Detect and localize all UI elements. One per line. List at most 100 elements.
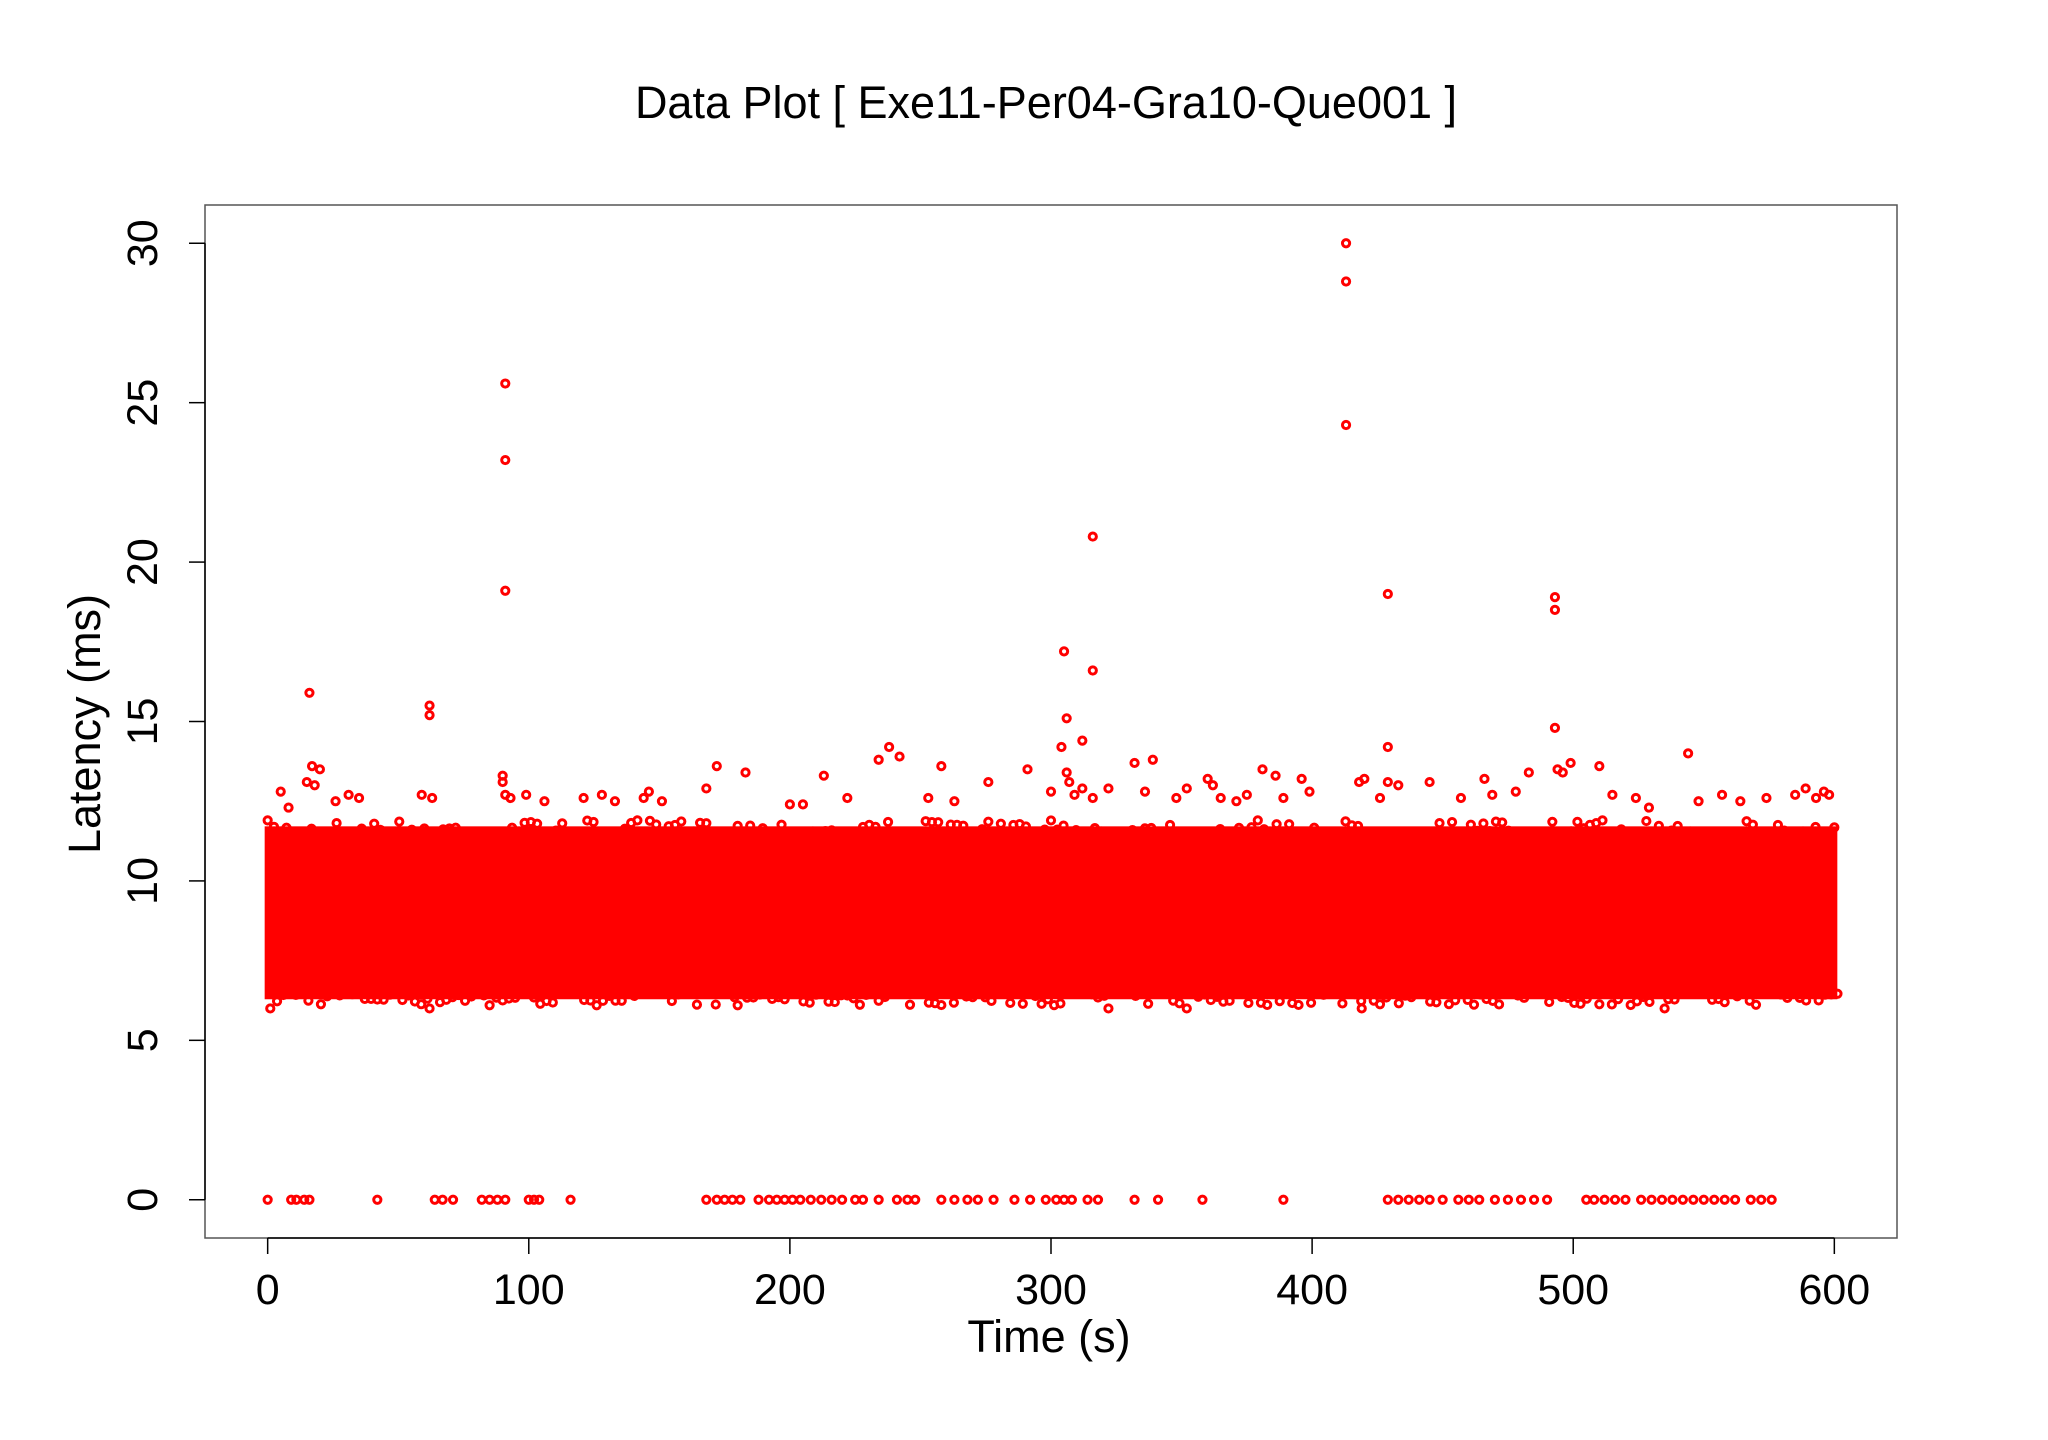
band-edge-point <box>810 989 822 1000</box>
data-point <box>1667 1194 1678 1205</box>
band-edge-point <box>1011 988 1022 999</box>
band-edge-point <box>397 994 408 1006</box>
data-point <box>1523 767 1534 778</box>
data-point <box>309 780 320 791</box>
data-point <box>936 1194 947 1205</box>
band-edge-point <box>973 985 985 996</box>
data-point <box>523 1194 534 1205</box>
band-edge-point <box>575 832 587 843</box>
band-edge-point <box>1801 995 1812 1006</box>
band-edge-point <box>701 818 712 829</box>
band-edge-point <box>1738 984 1749 995</box>
data-point <box>891 1194 903 1205</box>
band-edge-point <box>854 999 865 1010</box>
data-point <box>1542 1194 1553 1205</box>
band-edge-point <box>1293 999 1304 1011</box>
data-point <box>500 585 511 596</box>
data-point <box>1340 238 1352 249</box>
band-edge-point <box>450 822 461 833</box>
band-edge-point <box>485 986 496 998</box>
band-edge-point <box>1669 994 1680 1005</box>
data-point <box>1766 1194 1777 1205</box>
band-edge-point <box>375 824 386 835</box>
band-edge-point <box>1136 981 1147 992</box>
band-edge-point <box>1475 989 1486 1000</box>
band-edge-point <box>1672 820 1683 832</box>
band-edge-point <box>1277 836 1288 847</box>
data-point <box>1278 1194 1289 1205</box>
band-edge-point <box>347 989 358 1000</box>
band-edge-point <box>1581 993 1592 1004</box>
data-point <box>1549 604 1561 616</box>
band-edge-point <box>1484 825 1495 837</box>
data-point <box>1040 1194 1051 1205</box>
band-edge-point <box>331 817 342 829</box>
data-point <box>534 1194 545 1205</box>
band-edge-point <box>839 827 850 838</box>
data-point <box>1304 786 1315 797</box>
band-edge-point <box>1459 836 1470 847</box>
data-point <box>1340 419 1352 431</box>
band-edge-point <box>281 822 292 833</box>
data-point <box>1643 802 1655 813</box>
band-edge-point <box>751 835 762 846</box>
band-edge-point <box>1428 831 1439 842</box>
data-point <box>1424 776 1435 788</box>
data-point <box>949 1194 960 1205</box>
x-tick-label: 0 <box>256 1266 280 1314</box>
band-edge-point <box>394 816 405 827</box>
band-edge-point <box>914 831 925 842</box>
data-point <box>1393 780 1404 791</box>
data-point <box>1800 783 1811 794</box>
data-point <box>779 1194 790 1205</box>
band-edge-point <box>528 992 540 1003</box>
data-point <box>1215 792 1226 804</box>
band-edge-point <box>412 835 424 846</box>
data-point <box>1064 776 1075 788</box>
data-point <box>437 1194 448 1205</box>
data-point <box>1077 783 1088 794</box>
band-edge-point <box>1161 985 1173 996</box>
band-edge-point <box>654 981 665 992</box>
band-edge-point <box>879 991 891 1003</box>
x-tick-label: 100 <box>493 1266 565 1314</box>
band-edge-point <box>1243 997 1254 1009</box>
band-edge-point <box>998 982 1010 993</box>
data-point <box>701 1194 712 1205</box>
band-edge-point <box>814 832 825 843</box>
band-edge-point <box>572 982 583 993</box>
band-edge-point <box>970 830 981 841</box>
data-point <box>1557 767 1568 778</box>
band-edge-point <box>1804 830 1815 842</box>
band-edge-point <box>1613 994 1624 1005</box>
data-point <box>343 789 354 800</box>
data-point <box>842 792 853 804</box>
y-axis: 0 5 10 15 20 25 30 <box>119 219 206 1212</box>
data-point <box>732 1000 743 1011</box>
data-point <box>1087 792 1098 804</box>
band-edge-point <box>1027 827 1038 838</box>
data-point <box>1374 792 1386 804</box>
band-edge-point <box>729 992 740 1003</box>
x-axis-label: Time (s) <box>967 1311 1130 1362</box>
band-edge-point <box>1807 985 1818 996</box>
data-point <box>596 789 607 800</box>
band-edge-point <box>1174 998 1185 1009</box>
band-edge-point <box>1465 819 1476 830</box>
band-edge-point <box>522 984 533 995</box>
data-point <box>424 710 435 721</box>
data-point <box>1636 1194 1647 1205</box>
data-point <box>1087 665 1098 676</box>
data-point <box>286 1194 297 1205</box>
band-edge-point <box>1030 990 1041 1002</box>
band-edge-point <box>1227 835 1238 846</box>
band-edge-point <box>1280 986 1292 997</box>
data-point <box>1489 1194 1500 1205</box>
data-point <box>837 1194 848 1205</box>
data-point <box>521 789 532 800</box>
band-edge-point <box>384 989 395 1000</box>
data-point <box>262 1194 273 1205</box>
plot-frame <box>204 204 1898 1239</box>
band-edge-point <box>723 981 734 993</box>
band-edge-point <box>419 823 430 834</box>
